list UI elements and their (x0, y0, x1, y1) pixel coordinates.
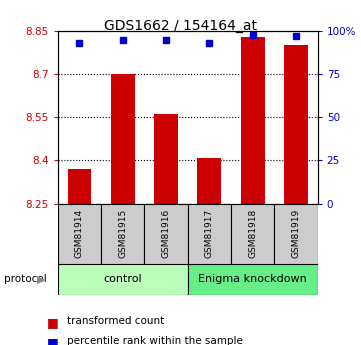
Text: ▶: ▶ (37, 275, 46, 284)
Bar (154, 115, 178, 204)
Text: GSM81917: GSM81917 (205, 209, 214, 258)
Bar (111, 74, 135, 204)
Text: Enigma knockdown: Enigma knockdown (198, 275, 307, 284)
Text: transformed count: transformed count (67, 316, 164, 326)
Text: protocol: protocol (4, 275, 46, 284)
Text: control: control (104, 275, 142, 284)
Text: percentile rank within the sample: percentile rank within the sample (67, 336, 243, 345)
Bar (274, 204, 318, 264)
Bar (58, 264, 188, 295)
Bar (144, 204, 188, 264)
Bar (231, 204, 274, 264)
Text: GSM81914: GSM81914 (75, 209, 84, 258)
Bar (241, 37, 265, 204)
Bar (188, 204, 231, 264)
Text: GSM81919: GSM81919 (292, 209, 300, 258)
Text: GSM81915: GSM81915 (118, 209, 127, 258)
Bar (284, 46, 308, 204)
Text: ■: ■ (47, 336, 59, 345)
Bar (101, 204, 144, 264)
Text: GSM81916: GSM81916 (162, 209, 170, 258)
Bar (58, 204, 101, 264)
Bar (188, 264, 318, 295)
Text: GDS1662 / 154164_at: GDS1662 / 154164_at (104, 19, 257, 33)
Text: GSM81918: GSM81918 (248, 209, 257, 258)
Bar (197, 158, 221, 204)
Text: ■: ■ (47, 316, 59, 329)
Bar (68, 169, 91, 204)
